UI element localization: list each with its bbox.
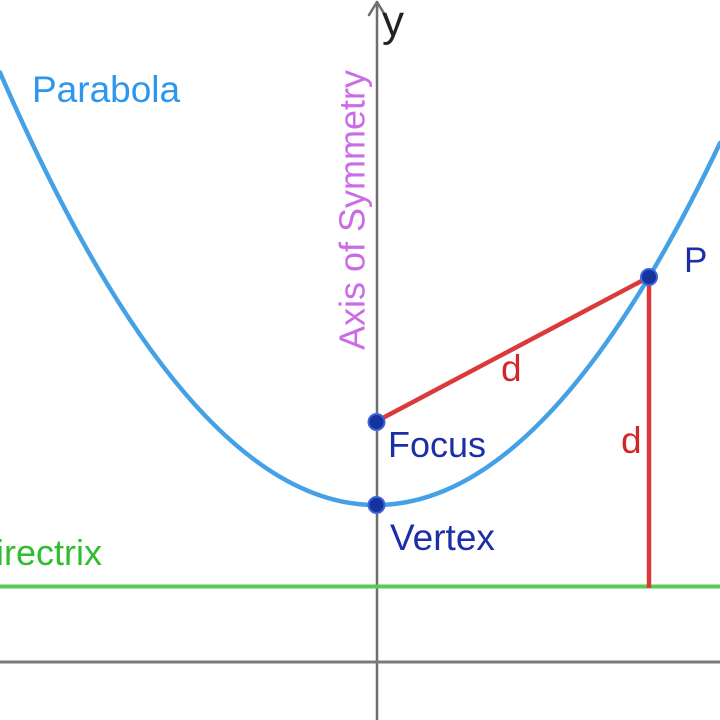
focus-label: Focus: [388, 424, 486, 465]
vertex-label: Vertex: [390, 517, 495, 558]
parabola-label: Parabola: [32, 69, 181, 110]
axis-of-symmetry-label: Axis of Symmetry: [332, 70, 373, 350]
directrix-label: irectrix: [0, 532, 102, 573]
p-point: [640, 268, 658, 286]
y-axis-label: y: [382, 0, 404, 46]
p-label: P: [684, 241, 707, 280]
distance-d-directrix-label: d: [621, 420, 642, 461]
vertex-point: [367, 496, 386, 514]
distance-d-focus-label: d: [501, 348, 522, 389]
distance-focus-to-p-line: [375, 274, 652, 423]
focus-point: [367, 413, 386, 431]
y-axis-arrowhead-icon: [367, 0, 387, 17]
parabola-curve: [0, 70, 720, 508]
